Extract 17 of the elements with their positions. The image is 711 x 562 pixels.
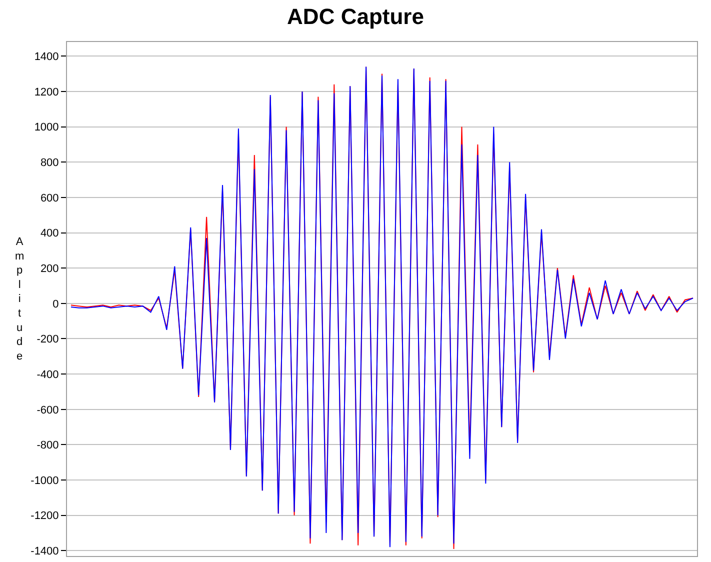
chart-title: ADC Capture: [287, 4, 424, 29]
y-tick-label: -400: [36, 368, 59, 381]
y-tick-label: -800: [36, 440, 59, 452]
y-tick-label: 1400: [34, 50, 59, 63]
y-tick-label: -1400: [30, 546, 59, 558]
y-tick-label: -1200: [30, 510, 59, 522]
text: Amplitude: [15, 236, 24, 362]
y-tick-label: 1200: [34, 86, 59, 98]
y-tick-label: 1000: [34, 122, 59, 134]
y-tick-label: 800: [40, 156, 59, 169]
y-tick-label: -600: [36, 404, 59, 416]
y-tick-label: 600: [40, 192, 59, 204]
y-tick-label: -200: [36, 334, 59, 346]
y-tick-label: 200: [40, 262, 59, 275]
y-tick-label: -1000: [30, 474, 59, 487]
y-tick-label: 0: [52, 298, 59, 310]
y-tick-label: 400: [40, 228, 59, 240]
